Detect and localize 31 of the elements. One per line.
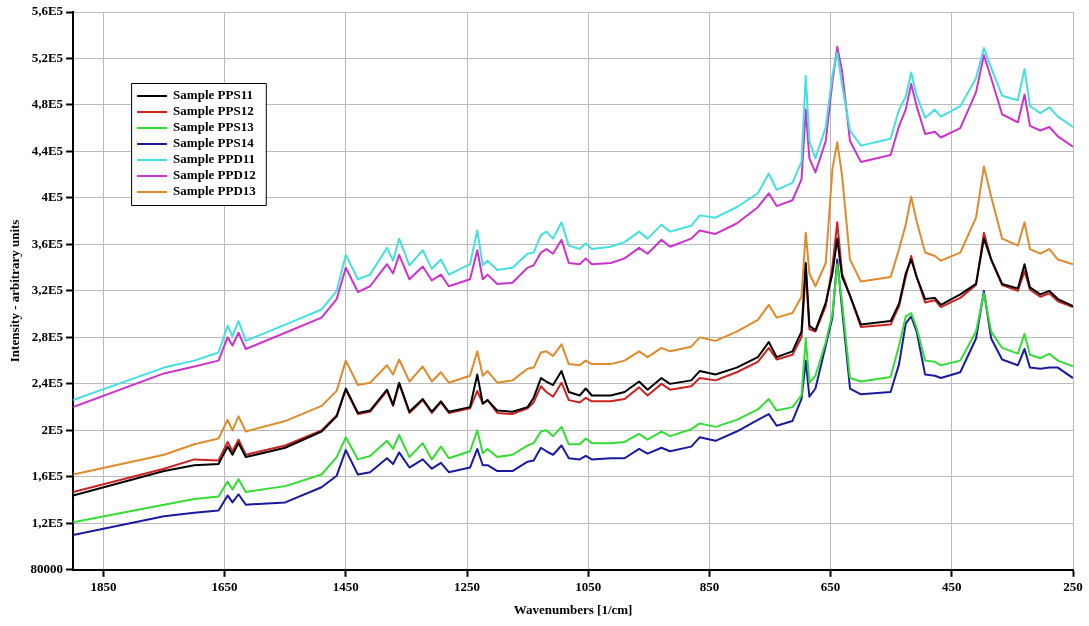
x-tick-label: 1250 [454, 578, 480, 594]
legend-label: Sample PPS11 [173, 87, 253, 103]
x-tick-label: 1450 [332, 578, 359, 594]
legend-label: Sample PPD13 [173, 183, 257, 199]
x-tick-label: 1850 [90, 578, 117, 594]
x-axis-title: Wavenumbers [1/cm] [513, 601, 633, 617]
y-tick-label: 1,2E5 [31, 514, 64, 530]
legend-label: Sample PPS14 [173, 135, 255, 151]
legend-label: Sample PPD12 [173, 167, 256, 183]
y-tick-label: 2,4E5 [31, 375, 64, 391]
y-tick-label: 3,2E5 [31, 282, 64, 298]
y-tick-label: 5,6E5 [31, 3, 64, 19]
y-tick-label: 3,6E5 [31, 235, 64, 251]
legend-label: Sample PPD11 [173, 151, 256, 167]
y-tick-label: 4,4E5 [31, 142, 64, 158]
y-tick-label: 4,8E5 [31, 96, 64, 112]
x-tick-label: 650 [820, 578, 841, 594]
y-axis-title: Intensity - arbitrary units [7, 219, 23, 363]
y-tick-label: 2E5 [41, 421, 64, 437]
y-tick-label: 2,8E5 [31, 328, 64, 344]
legend-label: Sample PPS13 [173, 119, 255, 135]
legend-label: Sample PPS12 [173, 103, 254, 119]
y-tick-label: 1,6E5 [31, 468, 64, 484]
x-tick-label: 450 [942, 578, 962, 594]
x-tick-label: 250 [1063, 578, 1083, 594]
x-tick-label: 1050 [575, 578, 602, 594]
y-tick-label: 80000 [30, 561, 64, 577]
y-tick-label: 5,2E5 [31, 49, 64, 65]
x-tick-label: 850 [699, 578, 720, 594]
x-tick-label: 1650 [211, 578, 238, 594]
y-tick-label: 4E5 [41, 189, 64, 205]
